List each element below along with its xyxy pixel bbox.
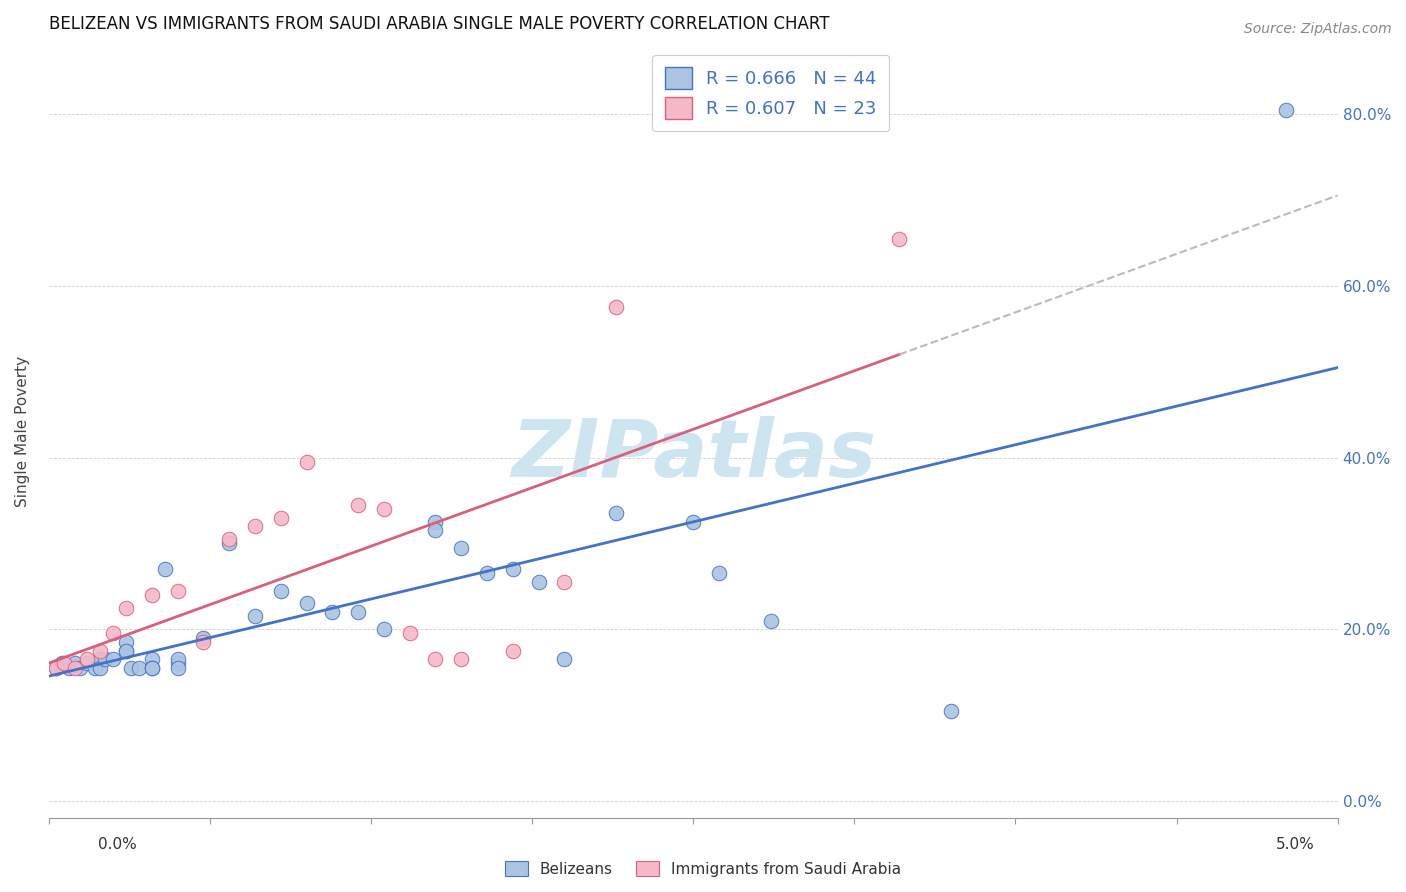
Point	[605, 506, 627, 520]
Point	[115, 643, 138, 657]
Text: BELIZEAN VS IMMIGRANTS FROM SAUDI ARABIA SINGLE MALE POVERTY CORRELATION CHART: BELIZEAN VS IMMIGRANTS FROM SAUDI ARABIA…	[49, 15, 830, 33]
Point	[889, 232, 911, 246]
Point	[373, 622, 395, 636]
Point	[128, 661, 150, 675]
Point	[939, 704, 962, 718]
Point	[166, 583, 188, 598]
Point	[76, 657, 98, 671]
Point	[89, 652, 111, 666]
Point	[425, 524, 447, 538]
Point	[347, 605, 370, 619]
Point	[115, 600, 138, 615]
Point	[89, 661, 111, 675]
Point	[141, 652, 163, 666]
Point	[270, 510, 292, 524]
Point	[425, 515, 447, 529]
Point	[141, 661, 163, 675]
Point	[475, 566, 498, 581]
Point	[425, 652, 447, 666]
Point	[605, 301, 627, 315]
Point	[1275, 103, 1298, 117]
Point	[450, 541, 472, 555]
Point	[45, 661, 67, 675]
Point	[76, 652, 98, 666]
Point	[94, 652, 117, 666]
Text: 5.0%: 5.0%	[1275, 837, 1315, 852]
Point	[103, 626, 125, 640]
Legend: Belizeans, Immigrants from Saudi Arabia: Belizeans, Immigrants from Saudi Arabia	[498, 853, 908, 884]
Point	[553, 574, 575, 589]
Point	[69, 661, 91, 675]
Y-axis label: Single Male Poverty: Single Male Poverty	[15, 356, 30, 508]
Point	[89, 643, 111, 657]
Point	[63, 657, 86, 671]
Point	[193, 635, 215, 649]
Point	[166, 657, 188, 671]
Point	[51, 657, 73, 671]
Point	[450, 652, 472, 666]
Point	[166, 661, 188, 675]
Point	[120, 661, 142, 675]
Point	[295, 455, 318, 469]
Point	[218, 532, 240, 546]
Point	[373, 502, 395, 516]
Point	[502, 643, 524, 657]
Point	[270, 583, 292, 598]
Point	[682, 515, 704, 529]
Point	[141, 588, 163, 602]
Point	[527, 574, 550, 589]
Point	[58, 661, 80, 675]
Point	[115, 643, 138, 657]
Point	[398, 626, 420, 640]
Legend: R = 0.666   N = 44, R = 0.607   N = 23: R = 0.666 N = 44, R = 0.607 N = 23	[652, 54, 889, 131]
Point	[243, 609, 266, 624]
Text: 0.0%: 0.0%	[98, 837, 138, 852]
Point	[347, 498, 370, 512]
Point	[243, 519, 266, 533]
Point	[502, 562, 524, 576]
Point	[193, 631, 215, 645]
Point	[53, 657, 76, 671]
Point	[45, 661, 67, 675]
Point	[321, 605, 343, 619]
Point	[153, 562, 176, 576]
Point	[115, 635, 138, 649]
Point	[295, 596, 318, 610]
Point	[553, 652, 575, 666]
Text: ZIPatlas: ZIPatlas	[510, 416, 876, 494]
Point	[218, 536, 240, 550]
Point	[166, 652, 188, 666]
Text: Source: ZipAtlas.com: Source: ZipAtlas.com	[1244, 22, 1392, 37]
Point	[141, 661, 163, 675]
Point	[84, 661, 107, 675]
Point	[707, 566, 730, 581]
Point	[63, 661, 86, 675]
Point	[759, 614, 782, 628]
Point	[103, 652, 125, 666]
